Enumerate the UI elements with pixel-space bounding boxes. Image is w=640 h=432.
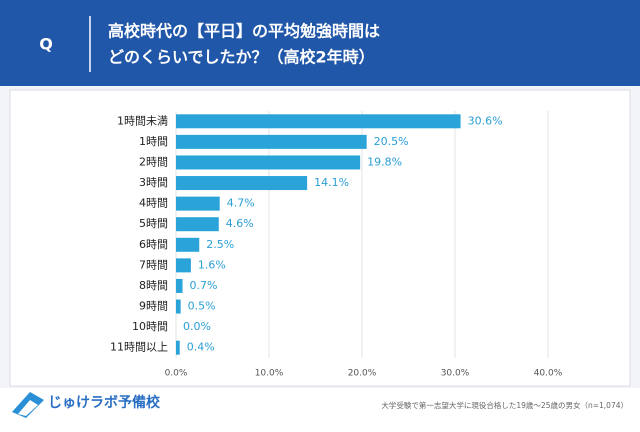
value-label: 14.1% (314, 176, 349, 189)
bar (176, 299, 181, 314)
y-tick-label: 5時間 (139, 217, 168, 230)
logo-icon (12, 392, 44, 418)
value-label: 30.6% (468, 114, 503, 127)
value-label: 0.4% (187, 341, 215, 354)
value-label: 4.6% (226, 217, 254, 230)
header-band (0, 0, 640, 86)
value-label: 2.5% (206, 238, 234, 251)
bar (176, 340, 180, 355)
y-tick-label: 10時間 (132, 320, 168, 333)
x-tick-label: 20.0% (348, 369, 377, 379)
x-tick-label: 40.0% (534, 369, 563, 379)
bar (176, 237, 200, 252)
y-tick-label: 7時間 (139, 258, 168, 271)
x-tick-label: 10.0% (255, 369, 284, 379)
value-label: 0.0% (183, 320, 211, 333)
title-line: 高校時代の【平日】の平均勉強時間は (108, 22, 380, 41)
bar (176, 258, 191, 273)
value-label: 0.7% (190, 279, 218, 292)
bar (176, 176, 308, 191)
footer-band (0, 388, 640, 428)
y-tick-label: 1時間未満 (117, 114, 168, 127)
logo-text: じゅけラボ予備校 (48, 394, 161, 411)
y-tick-label: 3時間 (139, 176, 168, 189)
y-tick-label: 4時間 (139, 197, 168, 210)
value-label: 20.5% (374, 135, 409, 148)
value-label: 19.8% (367, 155, 402, 168)
y-tick-label: 6時間 (139, 238, 168, 251)
y-tick-label: 11時間以上 (110, 341, 168, 354)
chart-card (9, 89, 631, 387)
y-tick-label: 9時間 (139, 300, 168, 313)
bar (176, 114, 461, 129)
x-tick-label: 30.0% (441, 369, 470, 379)
q-label: Q (39, 35, 53, 54)
footnote: 大学受験で第一志望大学に現役合格した19歳～25歳の男女（n=1,074） (381, 400, 628, 410)
bar (176, 278, 183, 293)
x-tick-label: 0.0% (165, 369, 188, 379)
bar (176, 217, 219, 232)
bar (176, 134, 367, 149)
value-label: 4.7% (227, 197, 255, 210)
value-label: 1.6% (198, 258, 226, 271)
value-label: 0.5% (188, 300, 216, 313)
y-tick-label: 1時間 (139, 135, 168, 148)
title-line: どのくらいでしたか？（高校2年時） (108, 48, 375, 67)
bar (176, 196, 220, 211)
logo-shape (18, 400, 38, 416)
y-tick-label: 2時間 (139, 155, 168, 168)
bar (176, 155, 361, 170)
y-tick-label: 8時間 (139, 279, 168, 292)
